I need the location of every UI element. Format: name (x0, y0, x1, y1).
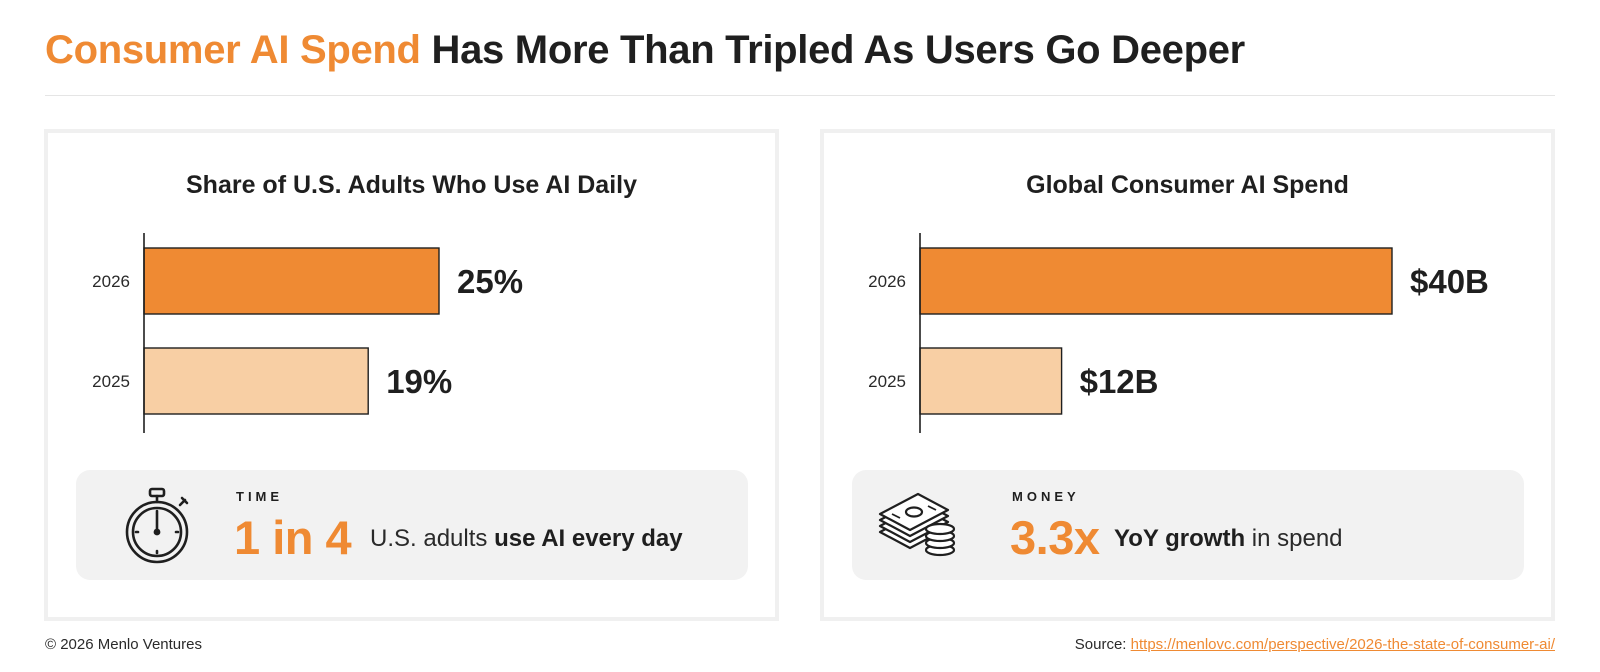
category-label: 2026 (92, 272, 130, 291)
source-label: Source: (1074, 636, 1127, 653)
daily-usage-panel: Share of U.S. Adults Who Use AI Daily 20… (44, 129, 779, 621)
source-citation: Source: https://menlovc.com/perspective/… (1075, 636, 1555, 653)
category-label: 2025 (868, 372, 906, 391)
page-title-rest: Has More Than Tripled As Users Go Deeper (431, 28, 1246, 72)
stat-description: YoY growth in spend (1114, 525, 1343, 553)
stat-kicker: TIME (236, 489, 284, 504)
money-stat-box: MONEY 3.3x YoY growth in spend (852, 470, 1524, 580)
money-stack-icon (878, 492, 956, 557)
copyright-notice: © 2026 Menlo Ventures (45, 636, 202, 653)
stat-description: U.S. adults use AI every day (370, 525, 683, 553)
bar-2026 (143, 247, 440, 315)
bar-2025 (919, 347, 1063, 415)
stat-desc-bold: YoY growth (1114, 525, 1246, 552)
bar-2025 (143, 347, 369, 415)
daily-usage-bar-chart: 2026 25% 2025 19% (92, 233, 523, 433)
bar-2026 (919, 247, 1393, 315)
title-divider (45, 95, 1555, 96)
page-title: Consumer AI Spend Has More Than Tripled … (45, 28, 1245, 73)
time-stat-box: TIME 1 in 4 U.S. adults use AI every day (76, 470, 748, 580)
page-title-accent: Consumer AI Spend (45, 28, 421, 72)
stat-value: 3.3x (1010, 511, 1100, 564)
source-link[interactable]: https://menlovc.com/perspective/2026-the… (1130, 636, 1555, 653)
category-label: 2026 (868, 272, 906, 291)
stopwatch-icon (125, 487, 189, 564)
value-label: $40B (1410, 263, 1489, 300)
stat-desc-plain: in spend (1251, 525, 1343, 552)
consumer-spend-bar-chart: 2026 $40B 2025 $12B (868, 233, 1489, 433)
stat-desc-plain: U.S. adults (370, 525, 488, 552)
stat-desc-bold: use AI every day (494, 525, 683, 552)
consumer-spend-panel: Global Consumer AI Spend 2026 $40B 2025 $12… (820, 129, 1555, 621)
stat-value: 1 in 4 (234, 511, 352, 564)
chart-title: Share of U.S. Adults Who Use AI Daily (186, 171, 637, 199)
value-label: 25% (457, 263, 523, 300)
value-label: 19% (386, 363, 452, 400)
stat-kicker: MONEY (1012, 489, 1080, 504)
category-label: 2025 (92, 372, 130, 391)
chart-title: Global Consumer AI Spend (1026, 171, 1349, 199)
value-label: $12B (1080, 363, 1159, 400)
